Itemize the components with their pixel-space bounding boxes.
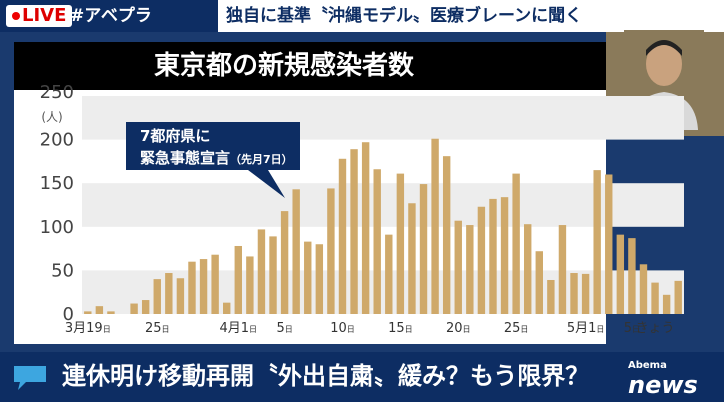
bar	[292, 189, 300, 314]
bar	[593, 170, 601, 314]
annotation-date: （先月7日）	[230, 152, 293, 166]
x-tick-label: 5日	[624, 321, 640, 336]
x-tick-label: 5月1日	[567, 321, 605, 336]
bar	[361, 142, 370, 314]
bar	[176, 278, 185, 314]
x-tick-label: 25日	[145, 321, 170, 336]
hashtag: #アベプラ	[70, 6, 152, 26]
bar	[651, 282, 659, 314]
bar	[304, 241, 312, 314]
live-dot-icon	[12, 12, 20, 20]
news-label: news	[628, 371, 698, 399]
grid-band	[82, 183, 684, 227]
bar	[500, 197, 509, 314]
y-tick-label: 150	[40, 173, 74, 194]
bar	[558, 225, 567, 314]
headline: 独自に基準〝沖縄モデル〟医療ブレーンに聞く	[218, 0, 724, 32]
bottom-caption: 連休明け移動再開〝外出自粛〟緩み？もう限界？	[62, 362, 590, 390]
annotation-line1: 7都府県に	[140, 127, 210, 145]
bar	[605, 174, 613, 314]
bar	[211, 254, 219, 314]
bar	[327, 188, 335, 314]
bar	[84, 311, 92, 314]
x-tick-label: 20日	[446, 321, 471, 336]
bar	[477, 206, 486, 314]
bar	[396, 173, 405, 314]
speech-bubble-icon	[14, 366, 46, 390]
bar	[338, 158, 347, 314]
svg-text:緊急事態宣言（先月7日）: 緊急事態宣言（先月7日）	[140, 149, 293, 167]
bar	[165, 273, 173, 314]
bar	[489, 198, 497, 314]
bar	[373, 169, 381, 314]
bar	[223, 302, 231, 314]
bar	[674, 280, 682, 314]
bar	[280, 211, 289, 314]
bar	[616, 234, 625, 314]
live-badge: LIVE	[6, 5, 73, 27]
bar	[130, 303, 138, 314]
bar	[547, 279, 555, 314]
bar	[466, 225, 474, 314]
y-tick-label: 200	[40, 130, 74, 151]
bar	[662, 294, 671, 314]
bar	[581, 273, 590, 314]
chart-title: 東京都の新規感染者数	[14, 42, 606, 90]
x-tick-label: 3月19日	[65, 321, 111, 336]
bar	[442, 156, 451, 314]
annotation-line2: 緊急事態宣言	[140, 149, 230, 167]
bar	[628, 238, 636, 314]
bar	[419, 184, 428, 314]
bar	[535, 251, 543, 314]
bar	[246, 256, 254, 314]
bar	[524, 224, 532, 314]
abema-news-logo: Abema news	[628, 360, 698, 398]
bar	[153, 279, 161, 314]
x-tick-label: 4月1日	[220, 321, 258, 336]
y-tick-label: 0	[63, 304, 74, 325]
bar	[454, 220, 462, 314]
abema-label: Abema	[628, 360, 667, 371]
bar	[385, 234, 393, 314]
bar	[269, 236, 277, 314]
live-label: LIVE	[22, 5, 67, 26]
x-tick-label: きょう	[636, 321, 675, 336]
bottom-bar	[0, 352, 724, 402]
x-tick-label: 10日	[330, 321, 355, 336]
bar	[570, 273, 578, 314]
bar	[141, 300, 150, 314]
bar	[639, 264, 648, 314]
bar	[234, 245, 242, 314]
bar	[350, 149, 358, 314]
bar	[188, 261, 196, 314]
bar	[199, 259, 208, 314]
y-tick-label: 50	[51, 260, 74, 281]
bar	[95, 306, 104, 314]
x-tick-label: 5日	[276, 321, 292, 336]
bar	[408, 203, 416, 314]
y-tick-label: 250	[40, 82, 74, 103]
bar	[431, 138, 439, 314]
y-tick-label: 100	[40, 217, 74, 238]
annotation-callout: 7都府県に 緊急事態宣言（先月7日）	[126, 122, 300, 198]
y-axis-unit: (人)	[41, 110, 62, 124]
bar	[107, 311, 115, 314]
x-tick-label: 15日	[388, 321, 413, 336]
x-tick-label: 25日	[504, 321, 529, 336]
bar	[257, 229, 266, 314]
bar	[315, 244, 324, 314]
bar	[512, 173, 520, 314]
